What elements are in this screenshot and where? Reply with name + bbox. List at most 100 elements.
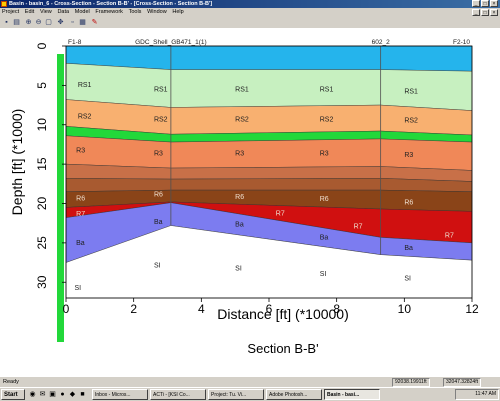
layer-label-group: RS1 RS1 RS1 RS1 RS1 RS2 RS2 RS2 RS2 RS2 R3 R3 R3 R3 R3…	[74, 82, 454, 292]
menu-view[interactable]: View	[39, 9, 52, 15]
layer-label: R7	[354, 224, 363, 231]
menu-bar: Project Edit View Data Model Framework T…	[0, 8, 500, 17]
scroll-bar-green[interactable]	[57, 54, 64, 342]
print-icon[interactable]: ▤	[13, 19, 20, 26]
status-bar: Ready 92038.19911ft 32047.32824ft	[0, 376, 500, 387]
task-photoshop[interactable]: Adobe Photosh...	[266, 389, 322, 400]
layer-label: RS1	[78, 82, 92, 89]
y-tick-label: 0	[35, 42, 49, 49]
menu-tools[interactable]: Tools	[128, 9, 142, 15]
app-icon[interactable]	[1, 1, 7, 7]
layer-label: RS1	[235, 87, 249, 94]
well-label-group: F1-8 GDC_Shell_GB471_1(1) 602_2 F2-10	[68, 39, 470, 46]
layer-label: R7	[445, 232, 454, 239]
zoom-in-icon[interactable]: ⊕	[25, 19, 32, 26]
status-text: Ready	[3, 379, 19, 385]
layer-label: R3	[404, 152, 413, 159]
layer-label: R6	[404, 199, 413, 206]
layer-rs1[interactable]	[65, 63, 473, 111]
zoom-out-icon[interactable]: ⊖	[35, 19, 42, 26]
menu-model[interactable]: Model	[74, 9, 90, 15]
layer-label: RS2	[320, 117, 334, 124]
minimize-button[interactable]: _	[472, 0, 480, 7]
doc-restore-button[interactable]: □	[481, 9, 489, 16]
quicklaunch-window-icon[interactable]: ■	[80, 391, 85, 398]
section-title: Section B-B'	[247, 341, 318, 356]
layer-label: SI	[235, 265, 242, 272]
task-project[interactable]: Project: Tu. Vi...	[208, 389, 264, 400]
status-x-coordinate: 92038.19911ft	[392, 378, 430, 387]
menu-help[interactable]: Help	[172, 9, 184, 15]
layer-label: Ba	[76, 240, 85, 247]
doc-close-button[interactable]: ×	[490, 9, 498, 16]
quicklaunch-ie-icon[interactable]: ◉	[29, 391, 36, 398]
cross-section-canvas[interactable]: RS1 RS1 RS1 RS1 RS1 RS2 RS2 RS2 RS2 RS2 R3 R3 R3 R3 R3…	[0, 28, 500, 376]
start-button[interactable]: Start	[1, 389, 25, 400]
x-tick-label: 0	[63, 302, 70, 316]
menu-edit[interactable]: Edit	[24, 9, 35, 15]
well-label: F1-8	[68, 39, 82, 46]
save-icon[interactable]: ▪	[5, 19, 8, 26]
layer-label: R6	[76, 195, 85, 202]
layer-label: RS2	[404, 117, 418, 124]
y-tick-label: 15	[35, 157, 49, 171]
start-label: Start	[4, 392, 18, 398]
close-button[interactable]: ×	[490, 0, 498, 7]
menu-framework[interactable]: Framework	[95, 9, 123, 15]
highlight-icon[interactable]: ✎	[91, 19, 98, 26]
y-tick-label: 20	[35, 197, 49, 211]
layer-label: R6	[235, 194, 244, 201]
well-label: GDC_Shell_GB471_1(1)	[135, 39, 207, 46]
well-label: 602_2	[372, 39, 390, 46]
layer-label: SI	[404, 276, 411, 283]
well-label: F2-10	[453, 39, 470, 46]
layer-label: R7	[276, 210, 285, 217]
task-acti[interactable]: ACTi - [KSI Co...	[150, 389, 206, 400]
zoom-fit-icon[interactable]: ▢	[45, 19, 52, 26]
tray-clock: 11:47 AM	[475, 391, 496, 397]
layer-label: Ba	[154, 219, 163, 226]
pan-icon[interactable]: ✥	[57, 19, 64, 26]
quicklaunch-outlook-icon[interactable]: ✉	[39, 391, 46, 398]
layer-label: SI	[154, 262, 161, 269]
quicklaunch-media-icon[interactable]: ●	[60, 391, 65, 398]
layer-label: R3	[76, 147, 85, 154]
y-axis-label: Depth [ft] (*1000)	[9, 109, 25, 216]
quicklaunch-desktop-icon[interactable]: ▣	[49, 391, 56, 398]
task-basin[interactable]: Basin - basi...	[324, 389, 380, 400]
document-controls: _ □ ×	[472, 9, 498, 16]
x-tick-label: 2	[130, 302, 137, 316]
quicklaunch-app-icon[interactable]: ◆	[69, 391, 76, 398]
layer-label: Ba	[404, 245, 413, 252]
layer-label: R3	[154, 150, 163, 157]
select-icon[interactable]: ▫	[71, 19, 74, 26]
x-axis-label: Distance [ft] (*10000)	[217, 306, 349, 322]
task-inbox[interactable]: Inbox - Micros...	[92, 389, 148, 400]
x-tick-label: 6	[266, 302, 273, 316]
doc-minimize-button[interactable]: _	[472, 9, 480, 16]
layer-label: R6	[154, 191, 163, 198]
y-tick-label: 5	[35, 82, 49, 89]
maximize-button[interactable]: □	[481, 0, 489, 7]
layer-label: RS2	[235, 117, 249, 124]
layer-l2[interactable]	[65, 178, 473, 192]
y-tick-label: 25	[35, 236, 49, 250]
cross-section-plot[interactable]: RS1 RS1 RS1 RS1 RS1 RS2 RS2 RS2 RS2 RS2 R3 R3 R3 R3 R3…	[0, 28, 500, 376]
menu-data[interactable]: Data	[57, 9, 70, 15]
window-title: Basin - basin_6 - Cross-Section - Sectio…	[9, 1, 213, 7]
menu-project[interactable]: Project	[2, 9, 20, 15]
window-controls: _ □ ×	[472, 0, 498, 7]
x-tick-label: 10	[398, 302, 412, 316]
menu-window[interactable]: Window	[147, 9, 167, 15]
layer-label: RS1	[404, 88, 418, 95]
layer-label: SI	[320, 271, 327, 278]
system-tray: 11:47 AM	[455, 389, 499, 400]
layer-label: R3	[320, 150, 329, 157]
layer-label: R7	[76, 211, 85, 218]
grid-icon[interactable]: ▦	[79, 19, 86, 26]
taskbar: Start ◉ ✉ ▣ ● ◆ ■ Inbox - Micros... ACTi…	[0, 387, 500, 401]
layer-label: SI	[74, 285, 81, 292]
title-bar: Basin - basin_6 - Cross-Section - Sectio…	[0, 0, 500, 8]
layer-label: R3	[235, 150, 244, 157]
status-y-coordinate: 32047.32824ft	[443, 378, 481, 387]
